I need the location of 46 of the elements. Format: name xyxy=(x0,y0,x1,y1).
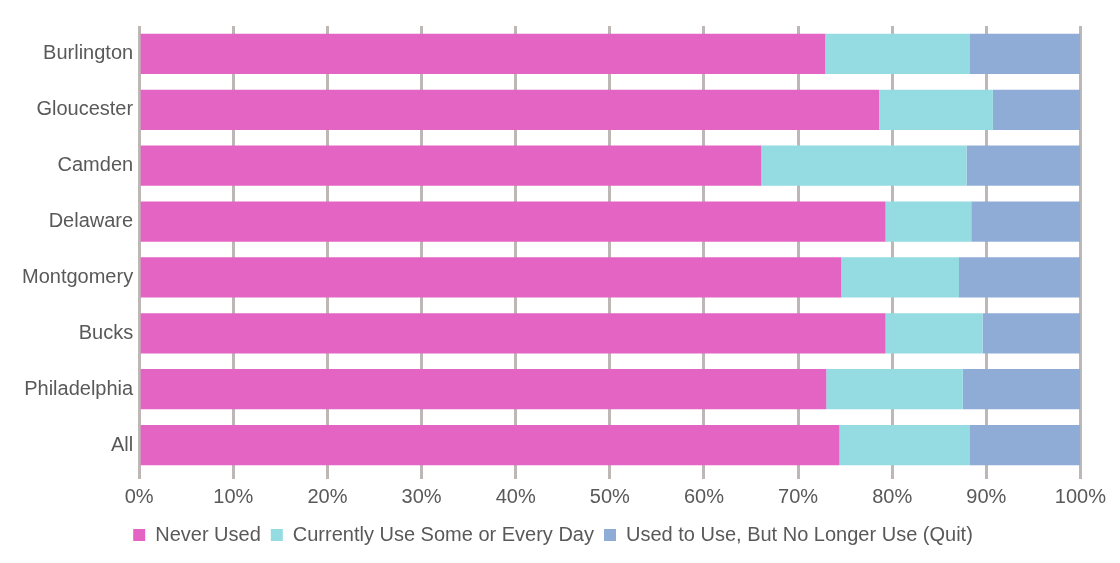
bar xyxy=(966,145,1081,186)
bar xyxy=(826,369,963,410)
y-tick-label: Camden xyxy=(57,153,134,176)
bar xyxy=(992,89,1081,130)
bar xyxy=(885,313,983,354)
bar xyxy=(959,257,1081,298)
y-tick-label: Philadelphia xyxy=(24,376,135,399)
x-tick-label: 80% xyxy=(872,484,913,507)
bar xyxy=(971,201,1081,242)
y-tick-label: Gloucester xyxy=(36,97,134,120)
bar xyxy=(969,424,1081,466)
y-tick-label: Delaware xyxy=(48,209,134,232)
bar xyxy=(885,201,972,242)
x-tick-label: 30% xyxy=(401,484,442,507)
y-tick-label: All xyxy=(110,432,134,455)
x-tick-label: 50% xyxy=(589,484,631,507)
bar xyxy=(825,33,970,75)
bar xyxy=(140,201,886,242)
bar xyxy=(969,33,1081,75)
bar xyxy=(962,369,1081,410)
legend-label: Used to Use, But No Longer Use (Quit) xyxy=(625,522,973,545)
y-tick-label: Montgomery xyxy=(22,264,134,287)
x-tick-label: 90% xyxy=(966,484,1007,507)
bar xyxy=(878,89,993,130)
bar xyxy=(140,369,827,410)
legend-label: Never Used xyxy=(155,522,261,545)
bar xyxy=(761,145,967,186)
bar xyxy=(140,313,886,354)
y-tick-label: Burlington xyxy=(43,41,134,64)
bar xyxy=(140,257,842,298)
x-tick-label: 100% xyxy=(1054,484,1107,507)
bar xyxy=(982,313,1081,354)
x-tick-label: 40% xyxy=(495,484,536,507)
x-tick-label: 0% xyxy=(124,484,154,507)
bar xyxy=(841,257,959,298)
bar xyxy=(140,424,840,466)
legend-label: Currently Use Some or Every Day xyxy=(292,522,594,545)
bar xyxy=(839,424,970,466)
x-tick-label: 70% xyxy=(778,484,819,507)
x-tick-label: 20% xyxy=(307,484,348,507)
bar xyxy=(140,89,879,130)
bar xyxy=(140,33,826,75)
bar xyxy=(140,145,762,186)
x-tick-label: 10% xyxy=(213,484,254,507)
x-tick-label: 60% xyxy=(683,484,725,507)
y-tick-label: Bucks xyxy=(78,320,134,343)
